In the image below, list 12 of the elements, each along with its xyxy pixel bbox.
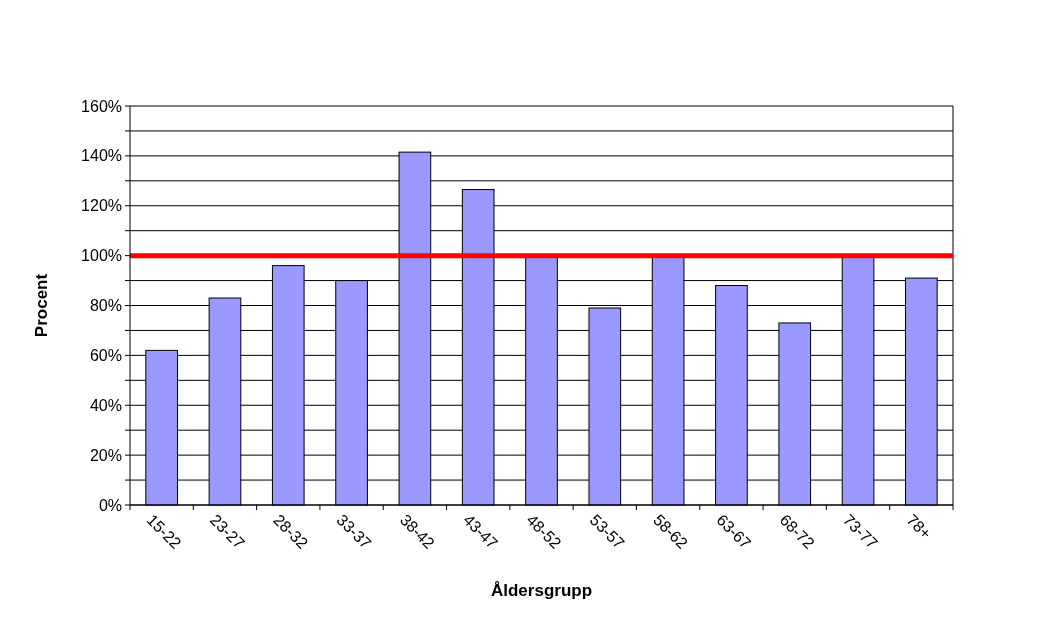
y-tick-label: 80% <box>89 297 122 315</box>
y-axis-title: Procent <box>32 273 51 338</box>
y-tick-label: 40% <box>89 396 122 414</box>
y-tick-label: 100% <box>81 247 122 265</box>
y-tick-label: 160% <box>81 97 122 115</box>
x-tick-label: 78+ <box>903 511 935 543</box>
y-tick-label: 20% <box>89 446 122 464</box>
y-tick-label: 120% <box>81 197 122 215</box>
y-tick-label: 0% <box>98 496 122 514</box>
y-tick-label: 140% <box>81 147 122 165</box>
x-axis-title: Åldersgrupp <box>490 581 593 600</box>
y-tick-label: 60% <box>89 346 122 364</box>
